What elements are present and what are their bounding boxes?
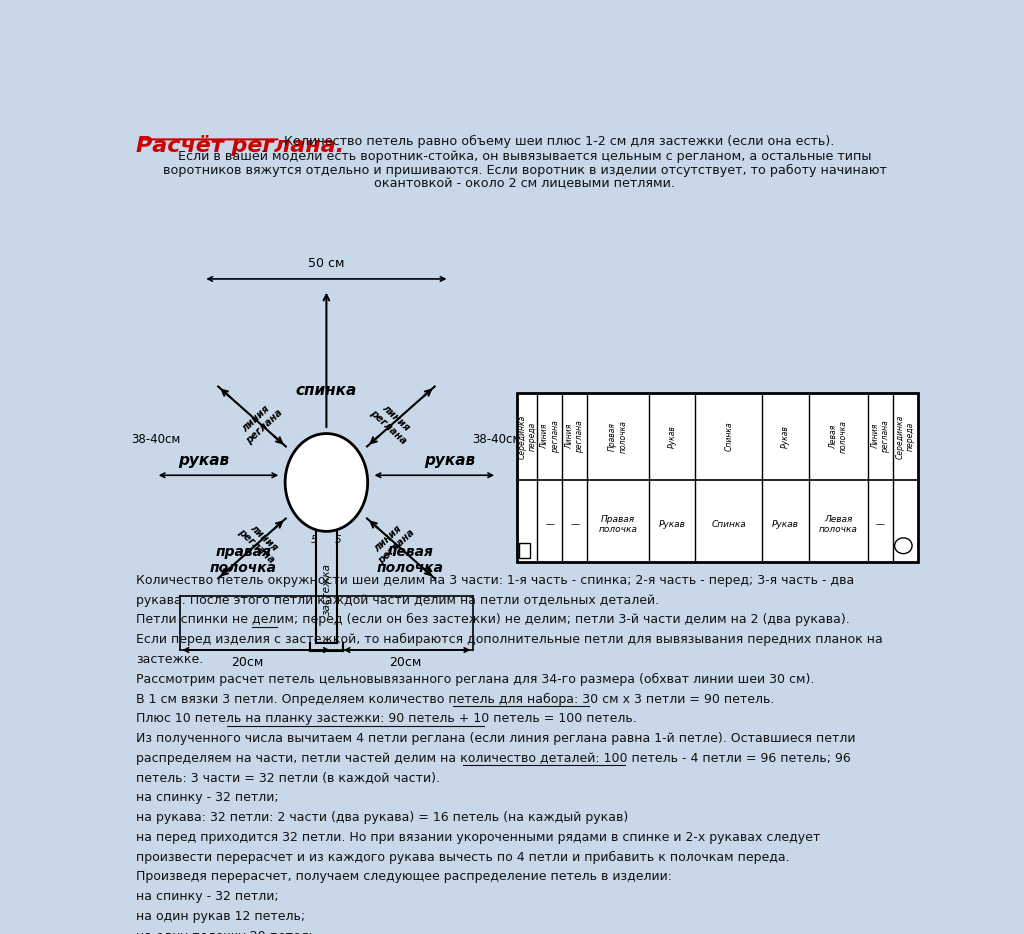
Text: 1: 1 [522,545,527,556]
Text: Из полученного числа вычитаем 4 петли реглана (если линия реглана равна 1-й петл: Из полученного числа вычитаем 4 петли ре… [136,732,855,745]
Text: Линия
реглана: Линия реглана [541,420,559,453]
Text: Левая
полочка: Левая полочка [376,545,443,575]
Ellipse shape [285,433,368,531]
Text: на одну полочку 20 петель.: на одну полочку 20 петель. [136,929,321,934]
Text: Рукав: Рукав [781,425,791,448]
Text: рукава. После этого петли каждой части делим на петли отдельных деталей.: рукава. После этого петли каждой части д… [136,594,659,606]
Text: 38-40см: 38-40см [131,432,180,446]
Text: Левая
полочка: Левая полочка [819,515,858,534]
Text: Спинка: Спинка [712,520,746,529]
Text: линия
реглана: линия реглана [368,399,417,446]
Text: Произведя перерасчет, получаем следующее распределение петель в изделии:: Произведя перерасчет, получаем следующее… [136,870,672,884]
Text: Количество петель окружности шеи делим на 3 части: 1-я часть - спинка; 2-я часть: Количество петель окружности шеи делим н… [136,573,854,587]
Text: Серединка
переда: Серединка переда [517,415,537,459]
Text: петель: 3 части = 32 петли (в каждой части).: петель: 3 части = 32 петли (в каждой час… [136,771,440,785]
Text: Линия
реглана: Линия реглана [565,420,585,453]
Bar [517,392,918,561]
Text: линия
реглана: линия реглана [237,399,285,446]
Text: —: — [570,520,580,529]
Text: Петли спинки не делим; перед (если он без застежки) не делим; петли 3-й части де: Петли спинки не делим; перед (если он бе… [136,614,850,627]
Text: Расчёт реглана.: Расчёт реглана. [136,135,344,156]
Text: 20см: 20см [230,657,263,670]
Text: застежка: застежка [322,563,332,615]
Text: Рукав: Рукав [668,425,677,448]
Text: рукав: рукав [424,453,475,468]
Text: 5: 5 [311,535,317,545]
Text: Рукав: Рукав [658,520,685,529]
Text: на спинку - 32 петли;: на спинку - 32 петли; [136,890,279,903]
Text: застежке.: застежке. [136,653,203,666]
Text: —: — [876,520,885,529]
Text: на перед приходится 32 петли. Но при вязании укороченными рядами в спинке и 2-х : на перед приходится 32 петли. Но при вяз… [136,831,820,844]
Text: на один рукав 12 петель;: на один рукав 12 петель; [136,910,305,923]
Text: Левая
полочка: Левая полочка [828,420,848,453]
Text: произвести перерасчет и из каждого рукава вычесть по 4 петли и прибавить к полоч: произвести перерасчет и из каждого рукав… [136,851,790,864]
Text: окантовкой - около 2 см лицевыми петлями.: окантовкой - около 2 см лицевыми петлями… [375,177,675,191]
Text: Количество петель равно объему шеи плюс 1-2 см для застежки (если она есть).: Количество петель равно объему шеи плюс … [281,135,835,149]
Text: на спинку - 32 петли;: на спинку - 32 петли; [136,791,279,804]
Bar [519,543,530,558]
Text: Рассмотрим расчет петель цельновывязанного реглана для 34-го размера (обхват лин: Рассмотрим расчет петель цельновывязанно… [136,672,814,686]
Text: В 1 см вязки 3 петли. Определяем количество петель для набора: 30 см x 3 петли =: В 1 см вязки 3 петли. Определяем количес… [136,692,774,705]
Text: спинка: спинка [296,383,357,398]
Text: 50 см: 50 см [308,257,345,270]
Text: Если перед изделия с застежкой, то набираются дополнительные петли для вывязыван: Если перед изделия с застежкой, то набир… [136,633,883,646]
Text: Правая
полочка: Правая полочка [598,515,637,534]
Text: —: — [546,520,554,529]
Text: распределяем на части, петли частей делим на количество деталей: 100 петель - 4 : распределяем на части, петли частей дели… [136,752,851,765]
Text: Серединка
переда: Серединка переда [896,415,915,459]
Text: Рукав: Рукав [772,520,799,529]
Text: 38-40см: 38-40см [472,432,521,446]
Text: правая
полочка: правая полочка [210,545,276,575]
Text: Если в вашей модели есть воротник-стойка, он вывязывается цельным с регланом, а : Если в вашей модели есть воротник-стойка… [178,150,871,163]
Text: линия
реглана: линия реглана [368,518,417,566]
Text: Плюс 10 петель на планку застежки: 90 петель + 10 петель = 100 петель.: Плюс 10 петель на планку застежки: 90 пе… [136,713,637,725]
Text: рукав: рукав [178,453,229,468]
Text: Спинка: Спинка [724,421,733,451]
Text: на рукава: 32 петли: 2 части (два рукава) = 16 петель (на каждый рукав): на рукава: 32 петли: 2 части (два рукава… [136,811,628,824]
Text: 20см: 20см [389,657,422,670]
Text: 5: 5 [335,535,342,545]
Text: линия
реглана: линия реглана [237,518,285,566]
Text: Правая
полочка: Правая полочка [608,420,628,453]
Text: воротников вяжутся отдельно и пришиваются. Если воротник в изделии отсутствует, : воротников вяжутся отдельно и пришиваютс… [163,163,887,177]
Text: Линия
реглана: Линия реглана [870,420,890,453]
